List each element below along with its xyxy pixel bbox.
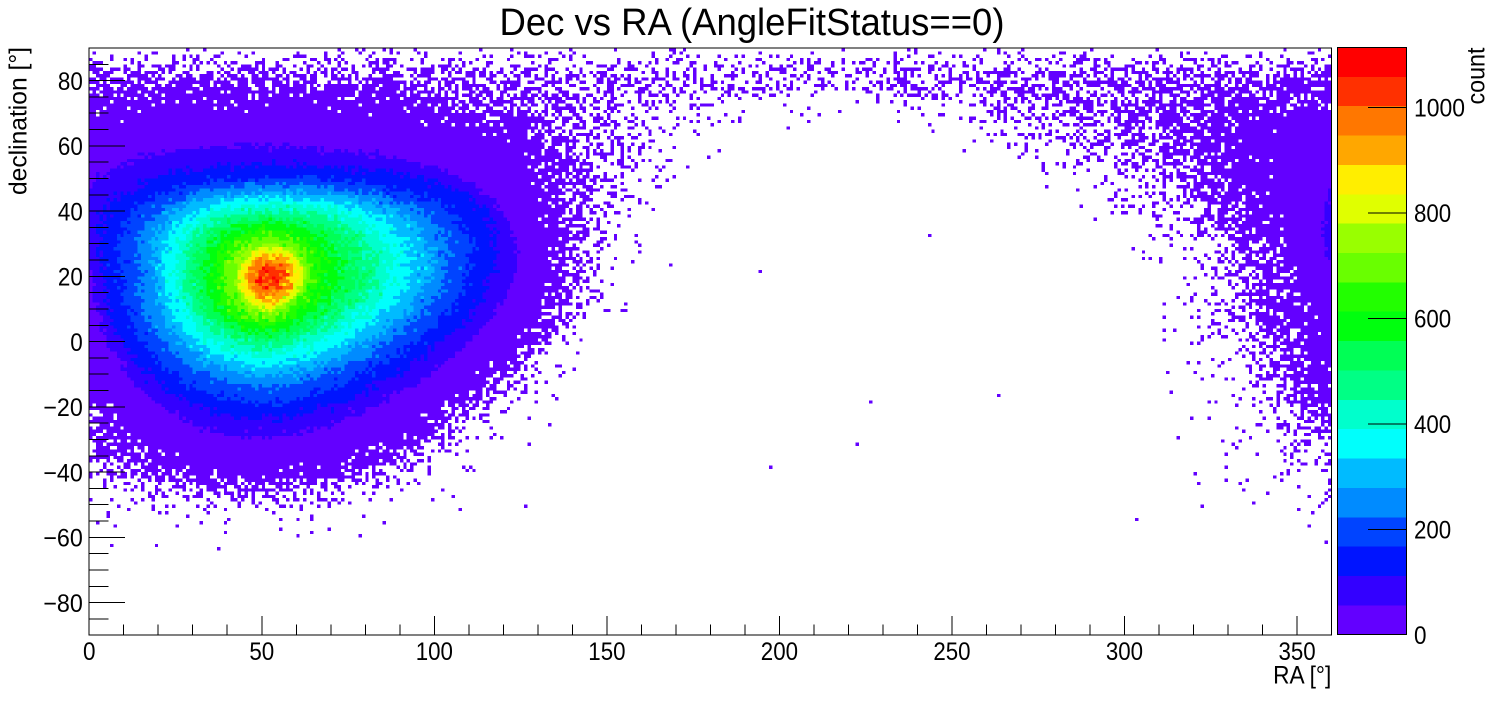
svg-text:count: count [1462,47,1490,104]
svg-text:600: 600 [1414,306,1451,334]
svg-text:Dec vs RA (AngleFitStatus==0): Dec vs RA (AngleFitStatus==0) [500,2,1005,44]
svg-text:300: 300 [1106,638,1143,666]
svg-text:declination [°]: declination [°] [5,47,33,195]
svg-text:RA [°]: RA [°] [1273,662,1331,690]
svg-text:800: 800 [1414,200,1451,228]
svg-text:350: 350 [1279,638,1316,666]
svg-text:50: 50 [249,638,274,666]
svg-text:1000: 1000 [1414,95,1465,123]
svg-text:250: 250 [933,638,970,666]
svg-text:−60: −60 [43,525,83,553]
svg-text:200: 200 [1414,517,1451,545]
svg-text:0: 0 [70,329,83,357]
svg-text:80: 80 [58,68,83,96]
svg-text:−20: −20 [43,394,83,422]
svg-text:−80: −80 [43,590,83,618]
svg-text:60: 60 [58,133,83,161]
svg-text:0: 0 [83,638,96,666]
svg-text:20: 20 [58,264,83,292]
svg-text:40: 40 [58,198,83,226]
svg-text:−40: −40 [43,459,83,487]
svg-text:100: 100 [416,638,453,666]
svg-text:150: 150 [588,638,625,666]
svg-text:200: 200 [761,638,798,666]
svg-text:400: 400 [1414,411,1451,439]
svg-text:0: 0 [1414,622,1427,650]
